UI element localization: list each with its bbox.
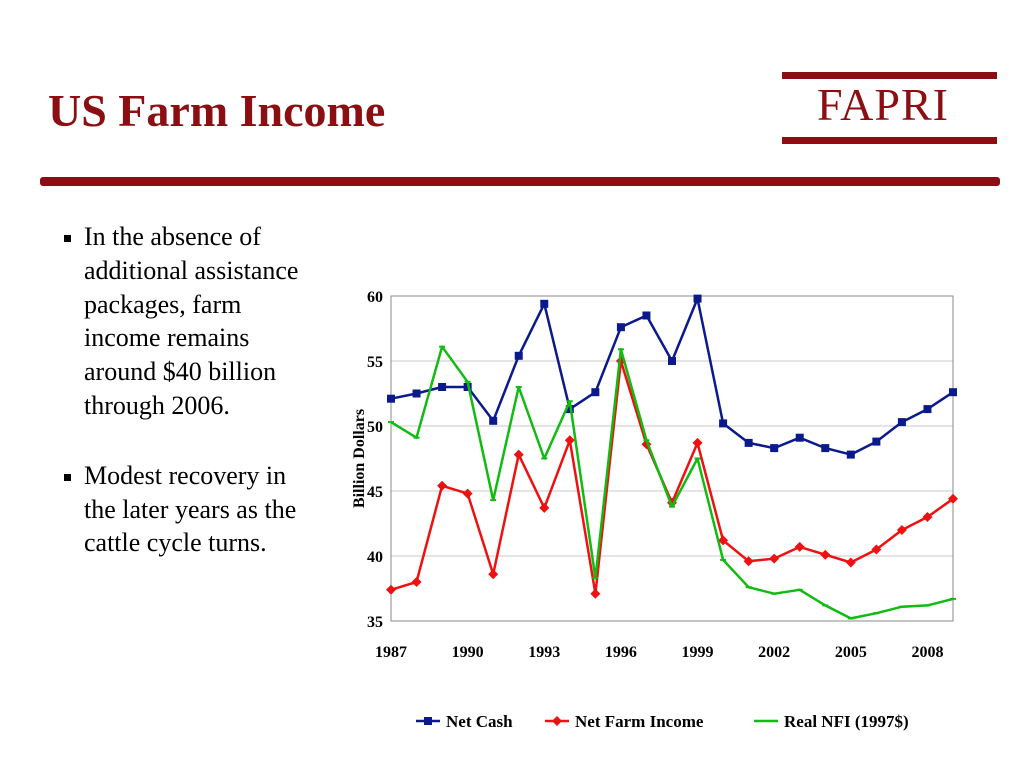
data-point bbox=[948, 493, 958, 504]
data-point bbox=[820, 549, 831, 560]
bullet-list: In the absence of additional assistance … bbox=[62, 220, 312, 596]
data-point bbox=[513, 449, 524, 460]
data-point bbox=[769, 553, 780, 564]
data-point bbox=[590, 588, 601, 599]
data-point bbox=[488, 569, 499, 580]
legend-label: Net Cash bbox=[446, 712, 513, 731]
plot-frame bbox=[390, 295, 954, 622]
data-point bbox=[514, 351, 523, 360]
legend-marker bbox=[424, 717, 432, 725]
data-point bbox=[437, 480, 448, 491]
data-point bbox=[642, 311, 651, 320]
logo-top-line bbox=[782, 72, 997, 79]
data-point bbox=[564, 435, 575, 446]
x-tick-label: 1993 bbox=[528, 644, 560, 661]
data-point bbox=[744, 438, 753, 447]
y-tick-label: 35 bbox=[367, 614, 383, 631]
fapri-logo: FAPRI bbox=[817, 79, 949, 130]
data-point bbox=[949, 388, 957, 397]
data-point bbox=[871, 544, 882, 555]
data-point bbox=[692, 437, 703, 448]
data-point bbox=[845, 557, 856, 568]
series-line bbox=[390, 345, 954, 620]
y-tick-label: 45 bbox=[367, 484, 383, 501]
logo-bottom-line bbox=[782, 137, 997, 144]
data-point bbox=[591, 388, 600, 397]
data-point bbox=[539, 502, 550, 513]
data-point bbox=[386, 584, 396, 595]
data-point bbox=[872, 437, 881, 446]
data-point bbox=[489, 416, 498, 425]
data-point bbox=[821, 444, 830, 453]
data-point bbox=[896, 525, 907, 535]
x-tick-label: 1987 bbox=[375, 644, 407, 661]
data-point bbox=[462, 488, 473, 499]
x-tick-label: 1990 bbox=[452, 644, 484, 661]
x-tick-label: 2005 bbox=[835, 644, 867, 661]
data-point bbox=[616, 323, 625, 332]
bullet-text: In the absence of additional assistance … bbox=[84, 222, 299, 420]
data-point bbox=[922, 512, 933, 522]
data-point bbox=[668, 357, 676, 365]
bullet-item: Modest recovery in the later years as th… bbox=[62, 459, 312, 560]
data-point bbox=[438, 383, 447, 391]
y-axis-label: Billion Dollars bbox=[351, 409, 368, 508]
data-point bbox=[743, 556, 754, 567]
y-tick-label: 50 bbox=[367, 419, 383, 436]
data-point bbox=[387, 394, 395, 403]
data-point bbox=[770, 444, 779, 453]
data-point bbox=[411, 577, 422, 587]
legend-label: Net Farm Income bbox=[575, 712, 704, 731]
data-point bbox=[795, 433, 804, 442]
data-point bbox=[846, 450, 855, 459]
x-tick-label: 2008 bbox=[911, 644, 943, 661]
data-point bbox=[693, 294, 702, 303]
bullet-text: Modest recovery in the later years as th… bbox=[84, 460, 297, 558]
data-point bbox=[718, 535, 729, 546]
data-point bbox=[540, 299, 549, 308]
data-point bbox=[923, 405, 932, 414]
series-line bbox=[390, 297, 954, 456]
y-tick-label: 40 bbox=[367, 549, 383, 566]
data-point bbox=[897, 418, 906, 427]
slide-title: US Farm Income bbox=[48, 85, 386, 136]
x-tick-label: 1999 bbox=[682, 644, 714, 661]
data-point bbox=[719, 419, 728, 428]
bullet-marker-icon bbox=[64, 235, 71, 242]
y-tick-label: 60 bbox=[367, 289, 383, 306]
x-tick-label: 2002 bbox=[758, 644, 790, 661]
legend-label: Real NFI (1997$) bbox=[784, 712, 909, 731]
data-point bbox=[412, 389, 421, 398]
legend-marker bbox=[552, 716, 562, 726]
bullet-item: In the absence of additional assistance … bbox=[62, 220, 312, 423]
x-tick-label: 1996 bbox=[605, 644, 637, 661]
title-divider bbox=[40, 177, 1000, 186]
y-tick-label: 55 bbox=[367, 354, 383, 371]
bullet-marker-icon bbox=[64, 473, 71, 481]
data-point bbox=[794, 541, 805, 552]
